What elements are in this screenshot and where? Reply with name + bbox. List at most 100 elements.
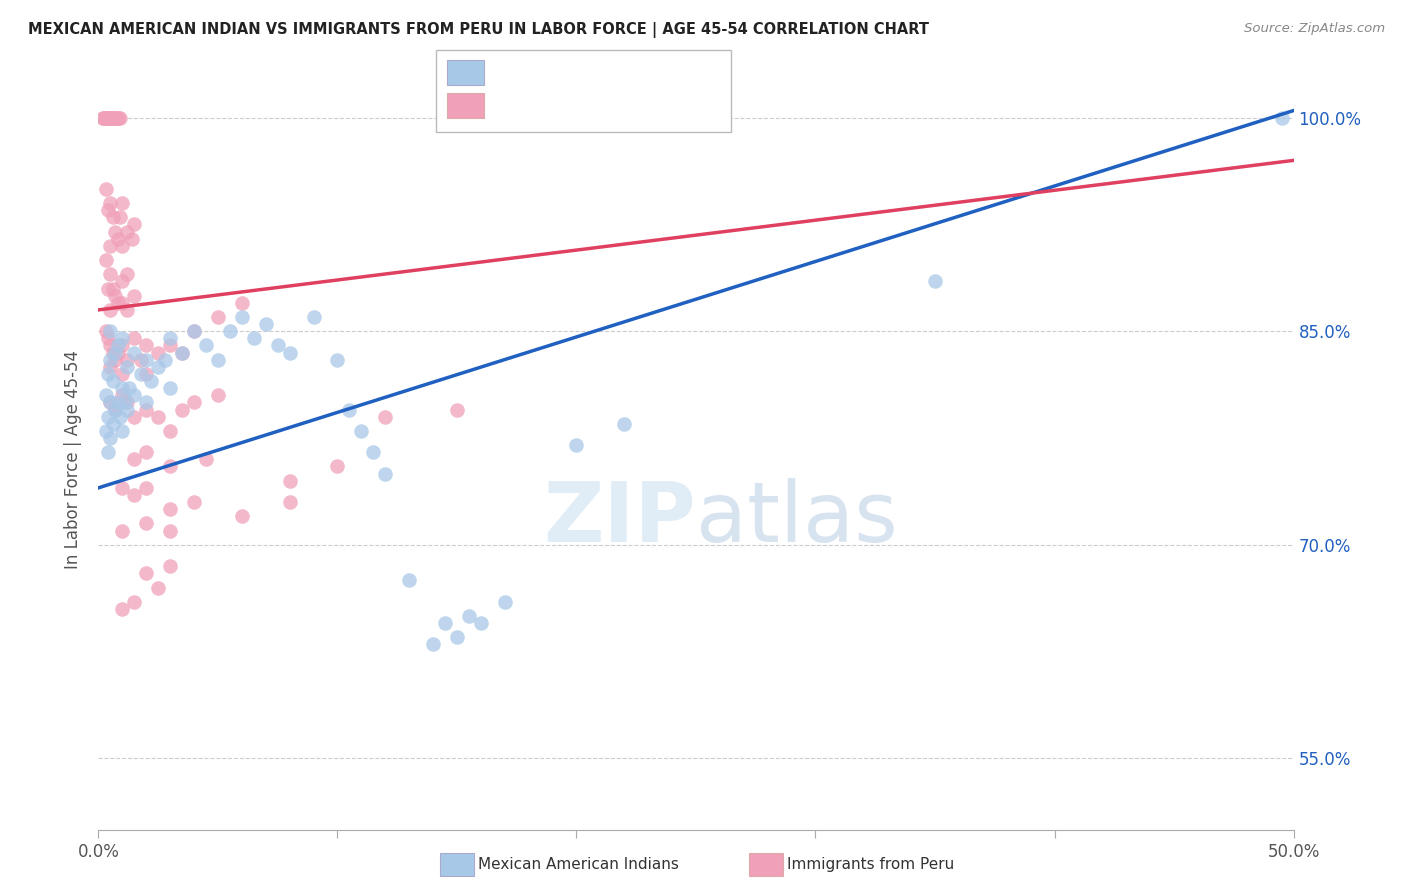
Point bbox=[243, 331, 266, 345]
Point bbox=[101, 111, 124, 125]
Point bbox=[107, 395, 129, 409]
Point bbox=[155, 352, 177, 367]
Point bbox=[111, 367, 134, 381]
Point bbox=[159, 559, 181, 574]
Point bbox=[148, 345, 170, 359]
Point bbox=[207, 310, 229, 324]
Point bbox=[111, 524, 134, 538]
Point bbox=[159, 502, 181, 516]
Point bbox=[183, 495, 205, 509]
Point bbox=[114, 395, 136, 409]
Point bbox=[98, 111, 122, 125]
Point bbox=[111, 424, 134, 438]
Point bbox=[98, 111, 122, 125]
Point bbox=[94, 182, 117, 196]
Text: atlas: atlas bbox=[696, 478, 897, 559]
Point bbox=[118, 381, 141, 395]
Point bbox=[124, 388, 146, 402]
Point bbox=[374, 467, 396, 481]
Point bbox=[104, 345, 127, 359]
Point bbox=[115, 359, 138, 374]
Point bbox=[98, 431, 122, 445]
Point bbox=[183, 324, 205, 338]
Text: Immigrants from Peru: Immigrants from Peru bbox=[787, 857, 955, 871]
Point bbox=[124, 218, 146, 232]
Point bbox=[98, 302, 122, 317]
Point bbox=[104, 111, 127, 125]
Point bbox=[111, 331, 134, 345]
Point bbox=[131, 352, 153, 367]
Point bbox=[97, 111, 120, 125]
Point bbox=[101, 374, 124, 388]
Point bbox=[422, 637, 444, 651]
Point bbox=[231, 310, 253, 324]
Point bbox=[195, 338, 218, 352]
Point bbox=[104, 402, 127, 417]
Point bbox=[101, 211, 124, 225]
Point bbox=[98, 196, 122, 211]
Point bbox=[434, 616, 457, 631]
Point bbox=[172, 402, 194, 417]
Point bbox=[104, 225, 127, 239]
Text: MEXICAN AMERICAN INDIAN VS IMMIGRANTS FROM PERU IN LABOR FORCE | AGE 45-54 CORRE: MEXICAN AMERICAN INDIAN VS IMMIGRANTS FR… bbox=[28, 22, 929, 38]
Point bbox=[108, 111, 131, 125]
Point bbox=[98, 352, 122, 367]
Point bbox=[111, 196, 134, 211]
Point bbox=[98, 324, 122, 338]
Point bbox=[111, 274, 134, 288]
Point bbox=[111, 239, 134, 253]
Point bbox=[159, 459, 181, 474]
Point bbox=[98, 111, 122, 125]
Point bbox=[121, 232, 143, 246]
Point bbox=[131, 367, 153, 381]
Point bbox=[124, 409, 146, 424]
Point bbox=[115, 267, 138, 281]
Point bbox=[107, 338, 129, 352]
Y-axis label: In Labor Force | Age 45-54: In Labor Force | Age 45-54 bbox=[65, 350, 83, 569]
Point bbox=[94, 388, 117, 402]
Point bbox=[494, 595, 516, 609]
Point bbox=[98, 338, 122, 352]
Point bbox=[231, 295, 253, 310]
Point bbox=[108, 211, 131, 225]
Point bbox=[446, 631, 468, 645]
Point bbox=[111, 602, 134, 616]
Text: R = 0.368   N =  60: R = 0.368 N = 60 bbox=[489, 60, 681, 78]
Point bbox=[97, 367, 120, 381]
Point bbox=[94, 111, 117, 125]
Point bbox=[135, 352, 157, 367]
Point bbox=[98, 111, 122, 125]
Point bbox=[97, 111, 120, 125]
Point bbox=[115, 402, 138, 417]
Point bbox=[111, 338, 134, 352]
Point bbox=[159, 424, 181, 438]
Point bbox=[135, 516, 157, 531]
Point bbox=[91, 111, 114, 125]
Point bbox=[470, 616, 492, 631]
Point bbox=[111, 381, 134, 395]
Point bbox=[91, 111, 114, 125]
Point bbox=[458, 609, 481, 624]
Point bbox=[111, 388, 134, 402]
Point bbox=[207, 352, 229, 367]
Point bbox=[398, 574, 420, 588]
Point bbox=[159, 524, 181, 538]
Point bbox=[94, 111, 117, 125]
Point bbox=[97, 111, 120, 125]
Point bbox=[1271, 111, 1294, 125]
Point bbox=[108, 409, 131, 424]
Point bbox=[267, 338, 290, 352]
Point bbox=[135, 481, 157, 495]
Point bbox=[302, 310, 325, 324]
Point bbox=[148, 359, 170, 374]
Point bbox=[231, 509, 253, 524]
Point bbox=[97, 111, 120, 125]
Point bbox=[135, 445, 157, 459]
Text: ZIP: ZIP bbox=[544, 478, 696, 559]
Point bbox=[98, 395, 122, 409]
Point bbox=[101, 345, 124, 359]
Point bbox=[124, 488, 146, 502]
Point bbox=[139, 374, 162, 388]
Point bbox=[363, 445, 385, 459]
Point bbox=[124, 345, 146, 359]
